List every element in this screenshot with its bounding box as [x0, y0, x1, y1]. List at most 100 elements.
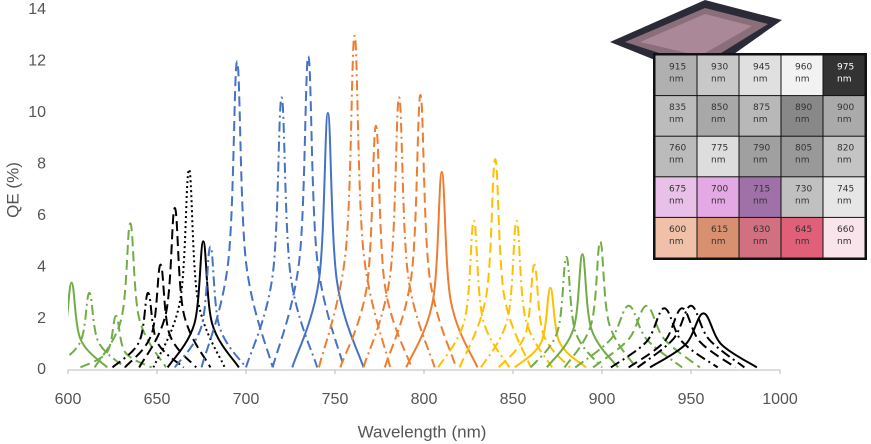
qe-curve — [124, 263, 197, 369]
filter-cell — [823, 55, 865, 96]
qe-curve — [362, 96, 436, 368]
filter-cell — [781, 96, 823, 136]
qe-curve — [649, 312, 758, 369]
filter-cell — [655, 136, 697, 177]
filter-cell — [697, 177, 739, 217]
qe-curve — [271, 55, 345, 368]
filter-wavelength: 645 — [795, 225, 812, 235]
x-tick-label: 650 — [144, 391, 171, 408]
filter-wavelength: 790 — [753, 144, 770, 154]
filter-wavelength: 890 — [795, 103, 812, 113]
filter-cell — [697, 136, 739, 177]
filter-wavelength: 745 — [837, 184, 854, 194]
filter-unit: nm — [795, 196, 809, 206]
x-tick-label: 600 — [55, 391, 82, 408]
filter-unit: nm — [837, 237, 851, 247]
filter-cell — [739, 96, 781, 136]
filter-cell — [739, 177, 781, 217]
qe-curve — [245, 96, 319, 368]
qe-curve — [138, 206, 212, 368]
filter-wavelength: 820 — [837, 144, 854, 154]
qe-curve — [610, 307, 719, 369]
filter-unit: nm — [711, 115, 725, 125]
qe-curve — [529, 255, 603, 369]
filter-cell — [823, 177, 865, 217]
filter-wavelength: 600 — [669, 225, 686, 235]
filter-unit: nm — [711, 156, 725, 166]
qe-curve — [173, 245, 247, 369]
x-axis-label: Wavelength (nm) — [358, 422, 487, 441]
filter-wavelength: 875 — [753, 103, 770, 113]
qe-curve — [437, 219, 511, 368]
filter-mosaic: 915 nm 930 nm 945 nm 960 nm 975 nm 835 nm 850 nm 875 nm… — [653, 53, 867, 260]
y-axis-label: QE (%) — [3, 162, 22, 218]
qe-curve — [514, 286, 587, 369]
filter-wavelength: 615 — [711, 225, 728, 235]
filter-wavelength: 835 — [669, 103, 686, 113]
filter-wavelength: 775 — [711, 144, 728, 154]
filter-wavelength: 760 — [669, 144, 686, 154]
filter-unit: nm — [837, 156, 851, 166]
filter-cell — [823, 96, 865, 136]
filter-cell — [655, 55, 697, 96]
x-tick-label: 900 — [589, 391, 616, 408]
filter-cell — [655, 96, 697, 136]
x-tick-label: 800 — [411, 391, 438, 408]
y-tick-label: 0 — [37, 361, 46, 378]
x-tick-label: 750 — [322, 391, 349, 408]
filter-cell — [781, 55, 823, 96]
filter-unit: nm — [837, 115, 851, 125]
plot-area — [68, 34, 758, 369]
filter-unit: nm — [753, 237, 767, 247]
filter-unit: nm — [669, 196, 683, 206]
filter-cell — [739, 217, 781, 258]
filter-wavelength: 630 — [753, 225, 770, 235]
qe-curve — [636, 304, 746, 369]
filter-cell — [697, 55, 739, 96]
qe-curve — [79, 314, 153, 369]
filter-wavelength: 975 — [837, 63, 854, 73]
filter-unit: nm — [753, 196, 767, 206]
filter-unit: nm — [753, 156, 767, 166]
filter-unit: nm — [669, 237, 683, 247]
filter-unit: nm — [753, 115, 767, 125]
filter-wavelength: 900 — [837, 103, 854, 113]
filter-cell — [655, 217, 697, 258]
filter-cell — [781, 136, 823, 177]
qe-curve — [458, 158, 532, 368]
qe-curve — [111, 291, 185, 369]
filter-unit: nm — [753, 75, 767, 85]
filter-unit: nm — [711, 196, 725, 206]
filter-wavelength: 660 — [837, 225, 854, 235]
x-tick-label: 850 — [500, 391, 527, 408]
x-tick-label: 1000 — [762, 391, 798, 408]
filter-wavelength: 915 — [669, 63, 686, 73]
qe-curve — [68, 291, 126, 369]
filter-cell — [655, 177, 697, 217]
qe-curve — [339, 124, 413, 368]
filter-wavelength: 945 — [753, 63, 770, 73]
filter-wavelength: 675 — [669, 184, 686, 194]
filter-wavelength: 805 — [795, 144, 812, 154]
filter-unit: nm — [711, 237, 725, 247]
filter-wavelength: 715 — [753, 184, 770, 194]
filter-wavelength: 930 — [711, 63, 728, 73]
filter-wavelength: 730 — [795, 184, 812, 194]
y-tick-label: 10 — [28, 104, 46, 121]
qe-curve — [592, 304, 701, 369]
filter-cell — [697, 96, 739, 136]
y-tick-label: 6 — [37, 207, 46, 224]
filter-cell — [781, 217, 823, 258]
qe-curve — [68, 281, 108, 369]
qe-curve — [200, 60, 274, 368]
filter-unit: nm — [795, 75, 809, 85]
filter-unit: nm — [795, 237, 809, 247]
y-tick-label: 12 — [28, 53, 46, 70]
filter-cell — [823, 217, 865, 258]
filter-cell — [823, 136, 865, 177]
qe-curve — [545, 253, 619, 369]
qe-curve — [574, 304, 683, 369]
qe-curve — [480, 219, 554, 368]
x-tick-label: 950 — [678, 391, 705, 408]
